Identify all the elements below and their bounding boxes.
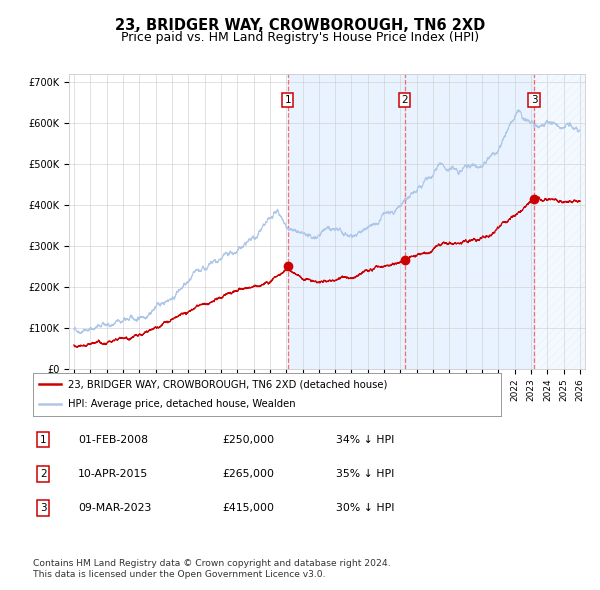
Text: 1: 1: [284, 95, 291, 105]
Text: 34% ↓ HPI: 34% ↓ HPI: [336, 435, 394, 444]
Text: 3: 3: [531, 95, 538, 105]
Text: Contains HM Land Registry data © Crown copyright and database right 2024.: Contains HM Land Registry data © Crown c…: [33, 559, 391, 568]
Text: £250,000: £250,000: [222, 435, 274, 444]
Text: 23, BRIDGER WAY, CROWBOROUGH, TN6 2XD (detached house): 23, BRIDGER WAY, CROWBOROUGH, TN6 2XD (d…: [68, 379, 388, 389]
Text: 09-MAR-2023: 09-MAR-2023: [78, 503, 151, 513]
Text: 2: 2: [40, 469, 47, 478]
Text: 23, BRIDGER WAY, CROWBOROUGH, TN6 2XD: 23, BRIDGER WAY, CROWBOROUGH, TN6 2XD: [115, 18, 485, 32]
Text: Price paid vs. HM Land Registry's House Price Index (HPI): Price paid vs. HM Land Registry's House …: [121, 31, 479, 44]
Text: 10-APR-2015: 10-APR-2015: [78, 469, 148, 478]
Text: £265,000: £265,000: [222, 469, 274, 478]
Text: 30% ↓ HPI: 30% ↓ HPI: [336, 503, 395, 513]
Text: 35% ↓ HPI: 35% ↓ HPI: [336, 469, 394, 478]
Text: £415,000: £415,000: [222, 503, 274, 513]
Bar: [405, 74, 534, 369]
Text: 3: 3: [40, 503, 47, 513]
Text: This data is licensed under the Open Government Licence v3.0.: This data is licensed under the Open Gov…: [33, 571, 325, 579]
Text: 1: 1: [40, 435, 47, 444]
Bar: [534, 74, 588, 369]
Text: 2: 2: [401, 95, 408, 105]
Text: HPI: Average price, detached house, Wealden: HPI: Average price, detached house, Weal…: [68, 399, 296, 409]
Bar: [287, 74, 405, 369]
Text: 01-FEB-2008: 01-FEB-2008: [78, 435, 148, 444]
